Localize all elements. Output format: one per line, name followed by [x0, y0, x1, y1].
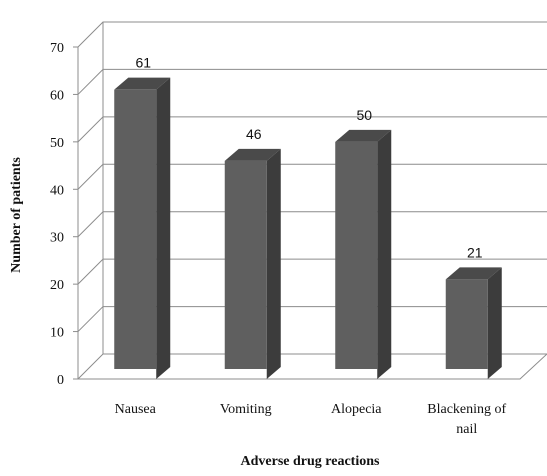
floor-edge	[78, 353, 547, 380]
bar	[445, 267, 502, 379]
bar-side	[377, 129, 392, 379]
bars	[114, 77, 502, 379]
x-category-label: Blackening of nail	[427, 402, 506, 437]
gridlines	[73, 21, 547, 380]
bar-side	[487, 267, 502, 379]
y-tick-label: 30	[50, 231, 64, 246]
gridline	[77, 353, 547, 380]
bar	[224, 148, 281, 379]
y-tick-label: 10	[50, 326, 64, 341]
bar-front	[445, 279, 488, 369]
gridline	[77, 258, 547, 285]
gridline	[77, 306, 547, 332]
bar-front	[114, 89, 157, 369]
x-category-label: Alopecia	[331, 402, 382, 417]
bar	[335, 129, 392, 379]
gridline	[77, 68, 547, 95]
y-tick-label: 40	[50, 183, 64, 198]
gridline	[77, 116, 547, 143]
gridline	[77, 21, 547, 48]
bar-top	[114, 77, 171, 90]
data-label: 46	[246, 126, 262, 142]
bar-top	[335, 129, 392, 142]
bar-side	[266, 148, 281, 379]
x-category-label: Nausea	[115, 402, 157, 417]
bar-top	[224, 148, 281, 161]
gridline	[77, 211, 547, 238]
bar	[114, 77, 171, 379]
bar-side	[156, 77, 171, 379]
y-tick-labels: 0 10 20 30 40 50 60 70	[50, 41, 64, 388]
data-labels: 61 46 50 21	[135, 55, 482, 261]
data-label: 50	[356, 107, 372, 123]
y-axis-title: Number of patients	[9, 157, 24, 273]
bar-front	[224, 160, 267, 369]
gridline	[77, 163, 547, 190]
data-label: 21	[467, 244, 483, 260]
y-tick-label: 70	[50, 41, 64, 56]
x-category-labels: Nausea Vomiting Alopecia Blackening of nail	[115, 402, 507, 437]
y-tick-label: 20	[50, 278, 64, 293]
y-tick-label: 50	[50, 136, 64, 151]
y-tick-label: 60	[50, 88, 64, 103]
y-tick-label: 0	[57, 373, 64, 388]
bar-front	[335, 141, 378, 369]
chart-walls	[77, 22, 547, 380]
bar-top	[445, 267, 502, 280]
x-axis-title: Adverse drug reactions	[241, 454, 380, 469]
data-label: 61	[135, 55, 151, 71]
x-category-label: Vomiting	[220, 402, 272, 417]
